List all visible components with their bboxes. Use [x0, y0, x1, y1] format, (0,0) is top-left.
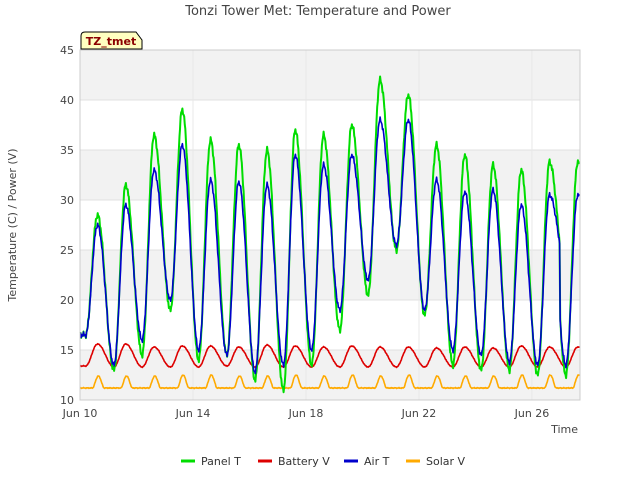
plot-border — [79, 49, 581, 401]
legend-label: Air T — [364, 455, 390, 468]
badge-text: TZ_tmet — [86, 35, 136, 48]
plot-band — [80, 250, 580, 300]
y-tick-label: 35 — [60, 144, 74, 157]
series-battery-v-line — [79, 342, 580, 369]
plot-band — [80, 350, 580, 400]
y-tick-label: 20 — [60, 294, 74, 307]
x-tick-label: Jun 22 — [401, 407, 437, 420]
y-tick-label: 15 — [60, 344, 74, 357]
chart-title: Tonzi Tower Met: Temperature and Power — [184, 4, 451, 19]
x-tick-label: Jun 18 — [288, 407, 324, 420]
x-tick-label: Jun 10 — [62, 407, 98, 420]
legend-item: Air T — [344, 455, 390, 468]
station-badge: TZ_tmet — [80, 31, 143, 50]
y-tick-label: 30 — [60, 194, 74, 207]
plot-band — [80, 300, 580, 350]
legend-label: Panel T — [201, 455, 241, 468]
x-axis-label: Time — [550, 423, 578, 436]
plot-band — [80, 100, 580, 150]
x-tick-label: Jun 26 — [514, 407, 550, 420]
legend-label: Solar V — [426, 455, 466, 468]
legend-item: Solar V — [406, 455, 466, 468]
series-layer — [79, 75, 581, 394]
series-air-t-line — [79, 116, 581, 375]
legend-item: Battery V — [258, 455, 330, 468]
y-tick-label: 10 — [60, 394, 74, 407]
badge-shape — [80, 31, 143, 50]
y-axis-label: Temperature (C) / Power (V) — [6, 148, 19, 302]
y-tick-label: 40 — [60, 94, 74, 107]
y-axis-ticks: 10 15 20 25 30 35 40 45 — [60, 44, 74, 407]
y-tick-label: 45 — [60, 44, 74, 57]
legend-label: Battery V — [278, 455, 330, 468]
y-tick-label: 25 — [60, 244, 74, 257]
x-axis-ticks: Jun 10 Jun 14 Jun 18 Jun 22 Jun 26 — [62, 407, 550, 420]
legend-item: Panel T — [181, 455, 241, 468]
plot-band — [80, 50, 580, 100]
x-tick-label: Jun 14 — [175, 407, 211, 420]
legend: Panel T Battery V Air T Solar V — [181, 455, 466, 468]
series-solar-v-line — [79, 374, 581, 390]
